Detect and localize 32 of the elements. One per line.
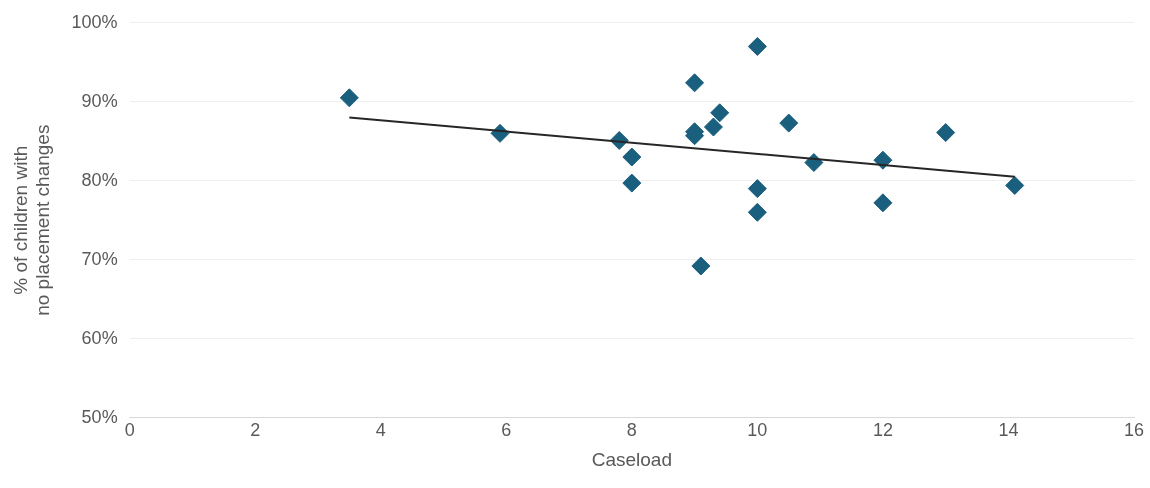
- point: [1005, 175, 1025, 195]
- y-tick-label: 80%: [81, 169, 118, 190]
- point: [710, 103, 730, 123]
- x-tick-label: 14: [998, 420, 1019, 441]
- point: [747, 36, 767, 56]
- y-tick-label: 50%: [81, 406, 118, 427]
- point: [685, 73, 705, 93]
- x-tick-label: 16: [1123, 420, 1145, 441]
- point: [691, 256, 711, 276]
- y-tick-label: 60%: [81, 327, 118, 348]
- point: [622, 147, 642, 167]
- x-axis-title: Caseload: [591, 448, 672, 470]
- x-tick-label: 2: [250, 420, 261, 441]
- x-tick-label: 4: [375, 420, 386, 441]
- x-tick-label: 0: [124, 420, 135, 441]
- point: [936, 123, 956, 143]
- y-tick-label: 70%: [81, 248, 118, 269]
- point: [747, 179, 767, 199]
- x-tick-label: 8: [626, 420, 637, 441]
- point: [873, 193, 893, 213]
- point: [339, 88, 359, 108]
- y-tick-label: 90%: [81, 90, 118, 111]
- x-tick-label: 12: [872, 420, 893, 441]
- x-tick-label: 6: [501, 420, 512, 441]
- point: [703, 117, 723, 137]
- x-tick-label: 10: [747, 420, 768, 441]
- y-axis-title: % of children with no placement changes: [9, 124, 54, 316]
- point: [622, 173, 642, 193]
- point: [747, 202, 767, 222]
- point: [873, 150, 893, 170]
- y-tick-label: 100%: [71, 11, 118, 32]
- point: [779, 113, 799, 133]
